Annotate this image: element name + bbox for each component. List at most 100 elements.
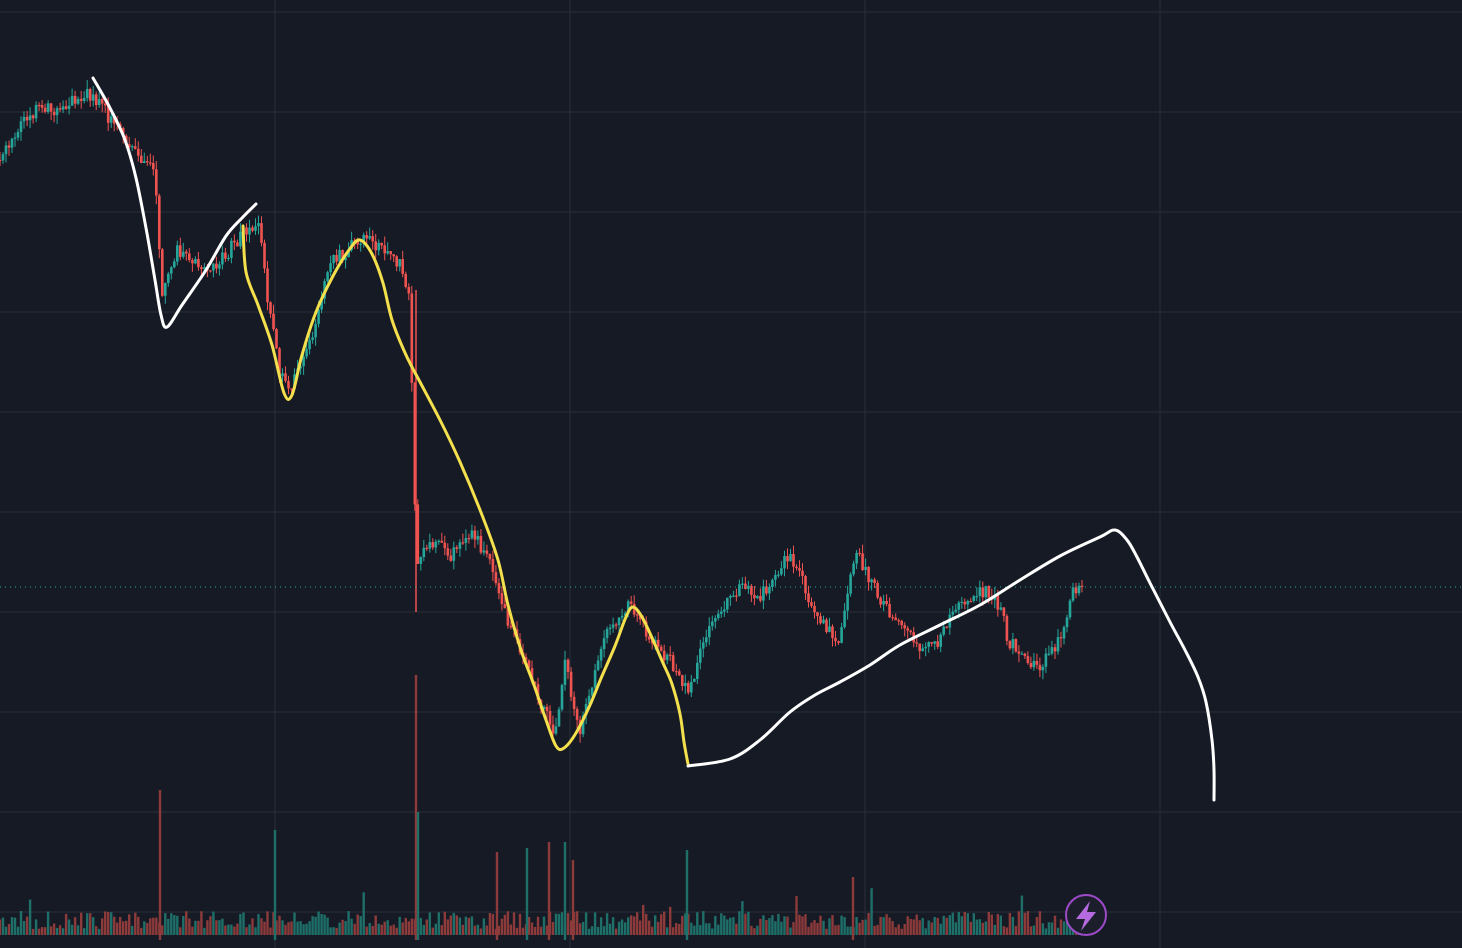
volume-bar xyxy=(419,917,422,935)
volume-bar xyxy=(876,924,879,935)
candle xyxy=(1053,643,1057,659)
volume-bar xyxy=(323,914,326,935)
volume-bar xyxy=(617,921,621,935)
candle xyxy=(326,270,329,283)
volume-bar xyxy=(341,919,344,935)
candle xyxy=(662,644,666,663)
candle xyxy=(822,615,825,625)
candle xyxy=(855,549,858,570)
volume-bar xyxy=(55,927,59,935)
candle xyxy=(272,304,275,332)
candle xyxy=(1056,629,1060,655)
volume-bar xyxy=(182,916,185,935)
candle xyxy=(479,529,483,555)
candle xyxy=(335,249,338,266)
volume-bar xyxy=(825,928,828,935)
yellow-swing-line[interactable] xyxy=(241,224,690,766)
volume-bar xyxy=(741,901,744,935)
candle xyxy=(714,615,717,629)
white-trend-line-2[interactable] xyxy=(686,528,1216,802)
volume-bar xyxy=(810,922,813,935)
volume-bar xyxy=(851,877,855,940)
candle xyxy=(509,621,513,630)
candle xyxy=(452,541,456,570)
volume-bar xyxy=(284,924,287,935)
candle xyxy=(485,544,489,558)
candle xyxy=(1032,653,1036,671)
candle xyxy=(67,97,71,115)
candle xyxy=(43,103,47,114)
candle xyxy=(843,603,846,629)
candle xyxy=(425,544,429,552)
drawing-layer[interactable] xyxy=(91,76,1216,802)
volume-bar xyxy=(1002,926,1006,935)
volume-bar xyxy=(227,924,230,935)
volume-bar xyxy=(89,913,92,935)
candle xyxy=(182,242,185,259)
volume-bar xyxy=(789,927,792,935)
volume-bar xyxy=(197,920,200,935)
volume-bar xyxy=(104,911,107,935)
candle xyxy=(1029,656,1033,670)
candle xyxy=(659,644,663,652)
volume-bar xyxy=(398,916,401,935)
candle xyxy=(287,375,290,395)
volume-bar xyxy=(191,926,194,935)
candle xyxy=(28,107,32,129)
candle xyxy=(852,560,855,577)
volume-bar xyxy=(846,926,849,935)
volume-bar xyxy=(1008,913,1012,935)
candle xyxy=(359,241,362,252)
volume-bar xyxy=(539,926,543,935)
volume-bar xyxy=(771,915,774,935)
volume-bar xyxy=(431,927,434,935)
volume-bar xyxy=(362,892,365,935)
volume-bar xyxy=(131,925,134,935)
volume-bar xyxy=(509,924,513,935)
volume-bar xyxy=(287,922,290,935)
volume-bar xyxy=(525,848,529,940)
candle xyxy=(428,533,432,553)
volume-bar xyxy=(678,924,681,935)
candle xyxy=(759,588,762,603)
volume-bar xyxy=(506,911,510,935)
candle xyxy=(605,626,609,644)
white-trend-line-1[interactable] xyxy=(91,76,258,329)
volume-bar xyxy=(299,921,302,935)
candle xyxy=(741,577,744,589)
candle xyxy=(212,263,215,278)
candle xyxy=(699,639,702,670)
candle xyxy=(130,144,134,151)
volume-bar xyxy=(37,928,41,935)
candle xyxy=(449,548,453,562)
candle xyxy=(239,223,242,249)
candle xyxy=(975,587,979,602)
volume-bar xyxy=(843,917,846,935)
volume-bar xyxy=(792,922,795,935)
volume-bar xyxy=(263,921,266,935)
candle xyxy=(548,705,552,730)
candle xyxy=(37,102,41,112)
candle xyxy=(1071,582,1075,603)
volume-bar xyxy=(563,842,567,940)
volume-bar xyxy=(999,915,1002,935)
volume-bar xyxy=(666,927,669,935)
volume-bar xyxy=(1050,922,1054,935)
volume-bar xyxy=(302,924,305,935)
volume-bar xyxy=(969,921,972,935)
volume-bar xyxy=(729,917,732,935)
lightning-icon[interactable] xyxy=(1065,894,1107,936)
volume-bar xyxy=(596,927,600,935)
volume-bar xyxy=(571,860,575,940)
candle xyxy=(939,632,942,653)
volume-bar xyxy=(461,924,465,935)
volume-bar xyxy=(840,915,843,935)
volume-bar xyxy=(921,918,924,935)
candle xyxy=(440,532,444,543)
candle xyxy=(735,588,738,602)
volume-bar xyxy=(260,918,263,935)
volume-bar xyxy=(467,917,471,935)
volume-bar xyxy=(338,922,341,935)
